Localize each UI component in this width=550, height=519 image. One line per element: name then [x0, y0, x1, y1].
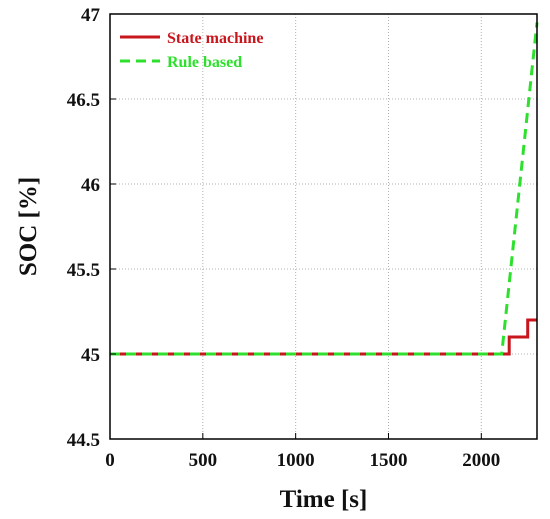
- x-tick-label: 0: [105, 450, 115, 471]
- series-line-rule-based: [110, 22, 539, 356]
- y-axis-title: SOC [%]: [15, 177, 42, 276]
- x-tick-label: 1000: [277, 450, 315, 471]
- grid-lines: [110, 14, 537, 439]
- y-tick-label: 45.5: [67, 260, 100, 281]
- plot-frame: [109, 13, 538, 440]
- x-tick-label: 500: [189, 450, 218, 471]
- x-tick-labels: 0 500 1000 1500 2000: [105, 450, 500, 471]
- y-tick-label: 44.5: [67, 430, 100, 451]
- y-tick-labels: 44.5 45 45.5 46 46.5 47: [67, 5, 101, 451]
- legend-label-state-machine: State machine: [167, 30, 263, 47]
- x-axis-title: Time [s]: [280, 486, 368, 513]
- x-tick-label: 2000: [462, 450, 500, 471]
- series-line-state-machine: [110, 318, 537, 356]
- y-tick-label: 45: [81, 345, 100, 366]
- y-tick-label: 47: [81, 5, 101, 26]
- axis-ticks: [109, 13, 482, 440]
- legend-label-rule-based: Rule based: [167, 54, 242, 71]
- y-tick-label: 46: [81, 175, 100, 196]
- y-tick-label: 46.5: [67, 90, 100, 111]
- legend: State machine Rule based: [120, 30, 263, 71]
- series-lines: [110, 22, 539, 356]
- x-tick-label: 1500: [369, 450, 407, 471]
